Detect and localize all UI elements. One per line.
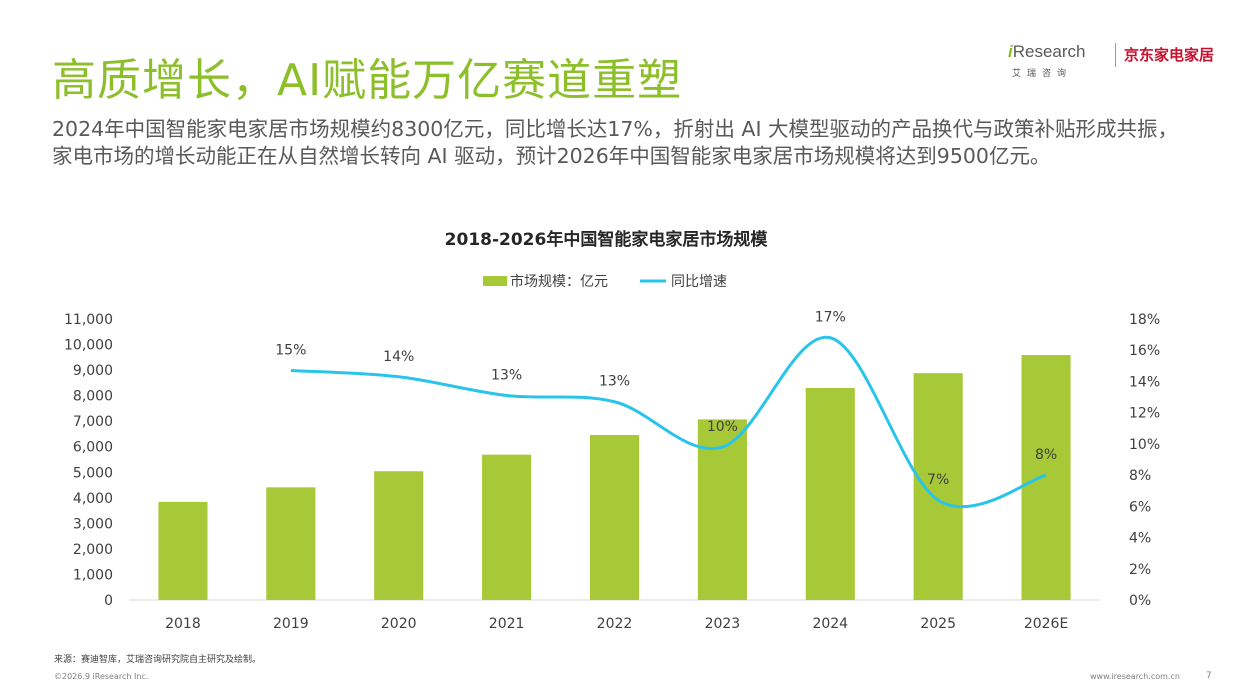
left-axis-tick-label: 6,000: [73, 440, 113, 456]
growth-rate-line: [290, 336, 1047, 508]
right-axis: 0% 2% 4% 6% 8% 10% 12% 14% 16% 18%: [1129, 312, 1160, 609]
page-subtitle: 2024年中国智能家电家居市场规模约8300亿元，同比增长达17%，折射出 AI…: [52, 117, 1179, 168]
growth-rate-data-label: 8%: [1035, 447, 1057, 463]
left-axis-tick-label: 7,000: [73, 414, 113, 430]
x-axis-tick-label: 2024: [812, 616, 848, 632]
left-axis-tick-label: 2,000: [73, 542, 113, 558]
iresearch-logo: iResearch 艾瑞咨询: [1008, 42, 1100, 84]
x-axis-tick-label: 2025: [920, 616, 956, 632]
right-axis-tick-label: 18%: [1129, 312, 1160, 328]
left-axis-tick-label: 8,000: [73, 389, 113, 405]
iresearch-logo-cn: 艾瑞咨询: [1012, 69, 1073, 79]
bar: [589, 434, 640, 600]
chart-legend: 市场规模：亿元 同比增速: [483, 273, 727, 290]
chart-title: 2018-2026年中国智能家电家居市场规模: [445, 229, 769, 250]
left-axis-tick-label: 1,000: [73, 567, 113, 583]
bar: [1021, 355, 1071, 600]
footer-page-number: 7: [1206, 671, 1212, 681]
x-axis-tick-label: 2018: [165, 616, 201, 632]
x-axis-tick-label: 2020: [381, 616, 417, 632]
iresearch-logo-i: i: [1008, 42, 1013, 61]
right-axis-tick-label: 4%: [1129, 531, 1151, 547]
right-axis-tick-label: 0%: [1129, 593, 1151, 609]
growth-rate-data-label: 7%: [927, 472, 949, 488]
x-axis: 2018 2019 2020 2021 2022 2023 2024 2025 2026E: [165, 616, 1068, 632]
bar: [913, 373, 963, 600]
growth-rate-data-label: 17%: [815, 310, 846, 326]
footer-website: www.iresearch.com.cn: [1090, 672, 1180, 681]
bar: [482, 454, 532, 600]
growth-rate-labels: 15% 14% 13% 13% 10% 17% 7% 8%: [275, 310, 1057, 488]
right-axis-tick-label: 6%: [1129, 499, 1151, 515]
footer-source: 来源：赛迪智库，艾瑞咨询研究院自主研究及绘制。: [54, 655, 262, 665]
bar: [266, 487, 316, 600]
legend-bar-label: 市场规模：亿元: [510, 273, 608, 290]
jd-home-logo: 京东家电家居: [1124, 46, 1215, 64]
left-axis-tick-label: 3,000: [73, 516, 113, 532]
growth-rate-data-label: 15%: [275, 343, 306, 359]
growth-rate-data-label: 13%: [599, 374, 630, 390]
right-axis-tick-label: 14%: [1129, 374, 1160, 390]
legend-bar-swatch: [483, 276, 507, 286]
page-title: 高质增长，AI赋能万亿赛道重塑: [52, 55, 683, 106]
left-axis-tick-label: 4,000: [73, 491, 113, 507]
market-size-chart: 2018-2026年中国智能家电家居市场规模 市场规模：亿元 同比增速 0 1,0…: [64, 229, 1160, 632]
bar: [374, 471, 424, 600]
footer-copyright: ©2026.9 iResearch Inc.: [54, 672, 149, 681]
growth-rate-data-label: 13%: [491, 367, 522, 383]
bar: [158, 501, 208, 600]
right-axis-tick-label: 12%: [1129, 406, 1160, 422]
growth-rate-data-label: 10%: [707, 419, 738, 435]
growth-rate-data-label: 14%: [383, 349, 414, 365]
logo-divider: [1115, 43, 1116, 67]
iresearch-logo-word: Research: [1012, 42, 1086, 61]
left-axis-tick-label: 5,000: [73, 465, 113, 481]
x-axis-tick-label: 2026E: [1024, 616, 1068, 632]
left-axis-tick-label: 10,000: [64, 338, 113, 354]
left-axis-tick-label: 0: [104, 593, 113, 609]
x-axis-tick-label: 2021: [489, 616, 525, 632]
right-axis-tick-label: 16%: [1129, 343, 1160, 359]
right-axis-tick-label: 2%: [1129, 562, 1151, 578]
x-axis-tick-label: 2022: [597, 616, 633, 632]
right-axis-tick-label: 10%: [1129, 437, 1160, 453]
x-axis-tick-label: 2023: [705, 616, 741, 632]
left-axis-tick-label: 11,000: [64, 312, 113, 328]
x-axis-tick-label: 2019: [273, 616, 309, 632]
legend-line-label: 同比增速: [671, 274, 727, 290]
bar: [805, 387, 855, 600]
left-axis: 0 1,000 2,000 3,000 4,000 5,000 6,000 7,000 8,00…: [64, 312, 113, 609]
left-axis-tick-label: 9,000: [73, 363, 113, 379]
iresearch-logo-text: iResearch: [1008, 42, 1086, 62]
right-axis-tick-label: 8%: [1129, 468, 1151, 484]
